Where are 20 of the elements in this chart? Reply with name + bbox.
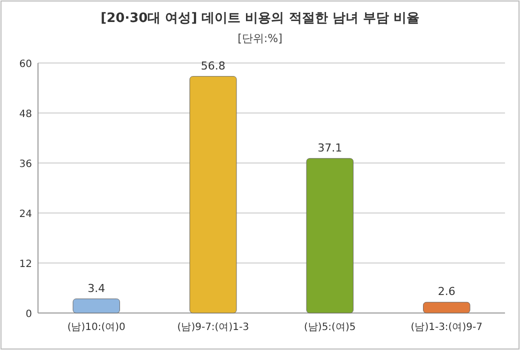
bar — [306, 158, 354, 314]
y-tick-label: 60 — [19, 59, 32, 70]
data-label: 56.8 — [200, 59, 226, 72]
x-tick-label: (남)10:(여)0 — [67, 322, 126, 333]
data-label: 2.6 — [438, 285, 456, 298]
x-tick-label: (남)1-3:(여)9-7 — [410, 322, 482, 333]
y-tick-label: 36 — [19, 159, 32, 170]
data-label: 37.1 — [318, 141, 342, 154]
data-label: 3.4 — [88, 282, 106, 295]
chart-subtitle: [단위:%] — [238, 32, 282, 45]
y-tick-label: 0 — [26, 309, 32, 320]
x-tick-label: (남)5:(여)5 — [304, 322, 356, 333]
y-tick-label: 48 — [19, 109, 32, 120]
bar — [190, 76, 237, 314]
y-tick-label: 24 — [19, 209, 32, 220]
chart-title: [20·30대 여성] 데이트 비용의 적절한 남녀 부담 비율 — [100, 11, 420, 26]
y-tick-label: 12 — [19, 259, 32, 270]
bar — [72, 298, 120, 314]
x-tick-label: (남)9-7:(여)1-3 — [177, 322, 249, 333]
bar — [423, 302, 470, 314]
